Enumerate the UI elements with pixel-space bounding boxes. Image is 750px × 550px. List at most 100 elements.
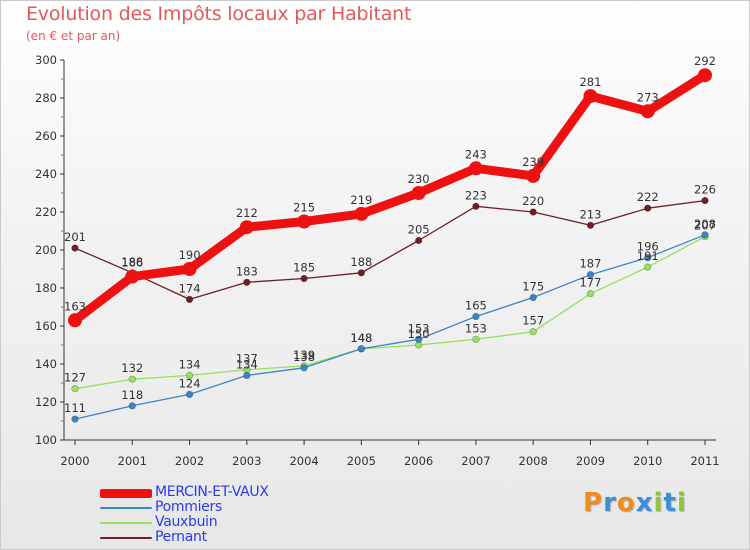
logo-letter: o	[616, 488, 636, 518]
series-line-pommiers	[74, 234, 706, 420]
y-tick-label: 260	[35, 129, 57, 143]
series-line-mercin-et-vaux	[70, 70, 710, 325]
data-point-pommiers	[529, 293, 537, 302]
legend-label: Pernant	[155, 529, 207, 545]
data-label-pernant: 188	[350, 255, 372, 269]
data-label-pommiers: 208	[694, 217, 716, 231]
data-point-pernant	[586, 221, 595, 229]
data-label-vauxbuin: 157	[522, 314, 544, 328]
data-label-vauxbuin: 150	[408, 327, 430, 341]
data-point-vauxbuin	[128, 375, 136, 383]
y-tick-label: 120	[35, 395, 57, 409]
data-label-pernant: 201	[64, 230, 86, 244]
legend-swatch	[100, 537, 152, 539]
data-label-mercin-et-vaux: 292	[694, 54, 716, 68]
y-tick-label: 220	[35, 205, 57, 219]
data-label-mercin-et-vaux: 230	[408, 172, 430, 186]
logo-letter: t	[663, 488, 677, 518]
y-tick-label: 180	[35, 281, 57, 295]
y-tick-label: 200	[35, 243, 57, 257]
x-tick-label: 2007	[461, 454, 490, 468]
data-label-mercin-et-vaux: 219	[350, 193, 372, 207]
x-tick-label: 2011	[690, 454, 719, 468]
y-tick-label: 240	[35, 167, 57, 181]
data-point-mercin-et-vaux	[526, 168, 541, 183]
data-labels-group: 201 188 174 183 185 188 205 223 220 213 222 226 127 1…	[64, 54, 716, 415]
data-point-pommiers	[128, 402, 136, 410]
logo-letter: x	[635, 488, 654, 518]
logo-letter: P	[583, 488, 604, 518]
data-label-pommiers: 153	[408, 321, 430, 335]
logo-letter: i	[676, 488, 687, 518]
data-label-vauxbuin: 132	[121, 361, 143, 375]
data-label-vauxbuin: 148	[350, 331, 372, 345]
legend-swatch	[100, 522, 152, 524]
data-point-pommiers	[415, 335, 423, 343]
data-label-pommiers: 111	[64, 401, 86, 415]
data-point-vauxbuin	[472, 335, 480, 343]
data-point-pernant	[300, 274, 308, 283]
data-label-pommiers: 148	[350, 331, 372, 345]
data-label-vauxbuin: 139	[293, 348, 315, 362]
data-label-mercin-et-vaux: 281	[579, 75, 601, 89]
legend-label: Vauxbuin	[155, 514, 218, 530]
x-tick-label: 2001	[118, 454, 147, 468]
legend-label: Pommiers	[155, 499, 222, 515]
data-point-vauxbuin	[586, 290, 595, 298]
data-point-pernant	[701, 197, 709, 205]
data-label-vauxbuin: 191	[637, 249, 659, 263]
data-point-pernant	[185, 295, 194, 304]
x-tick-label: 2004	[289, 454, 318, 468]
y-tick-label: 100	[35, 433, 57, 447]
data-point-pernant	[644, 204, 652, 212]
data-point-pernant	[71, 244, 79, 252]
data-point-mercin-et-vaux	[239, 220, 254, 235]
data-point-vauxbuin	[644, 263, 652, 271]
data-label-mercin-et-vaux: 273	[637, 90, 659, 104]
data-label-pernant: 222	[637, 190, 659, 204]
data-point-pommiers	[586, 271, 595, 279]
legend-label: MERCIN-ET-VAUX	[155, 484, 269, 500]
data-label-pommiers: 196	[637, 240, 659, 254]
x-tick-label: 2008	[519, 454, 548, 468]
data-point-pommiers	[300, 364, 308, 372]
data-point-mercin-et-vaux	[698, 68, 712, 83]
data-label-pommiers: 187	[579, 257, 601, 271]
data-point-mercin-et-vaux	[640, 104, 655, 119]
chart-subtitle: (en € et par an)	[26, 29, 121, 43]
data-point-pommiers	[701, 231, 709, 239]
axes: 100 120 140 160 180 200 220 240 260 280 300 2000 200…	[35, 53, 720, 468]
data-label-pernant: 183	[236, 264, 258, 278]
x-tick-label: 2009	[576, 454, 605, 468]
data-point-vauxbuin	[185, 371, 194, 380]
data-label-vauxbuin: 177	[579, 276, 601, 290]
data-label-pernant: 226	[694, 183, 716, 197]
series-line-pernant	[74, 199, 706, 301]
data-point-pommiers	[71, 415, 79, 423]
y-tick-label: 300	[35, 53, 57, 67]
x-tick-label: 2005	[347, 454, 376, 468]
data-point-mercin-et-vaux	[411, 186, 426, 200]
series-group	[68, 68, 712, 423]
logo-letter: i	[653, 488, 664, 518]
proxiti-logo: Proxiti	[583, 488, 687, 518]
data-label-pommiers: 134	[236, 357, 258, 371]
data-point-mercin-et-vaux	[125, 269, 140, 284]
y-tick-label: 160	[35, 319, 57, 333]
data-label-mercin-et-vaux: 163	[64, 299, 86, 313]
data-point-vauxbuin	[71, 385, 79, 393]
data-label-vauxbuin: 137	[236, 352, 258, 366]
data-point-pommiers	[185, 390, 194, 399]
data-label-mercin-et-vaux: 239	[522, 155, 544, 169]
y-tick-label: 280	[35, 91, 57, 105]
data-label-pernant: 223	[465, 188, 487, 202]
data-point-pommiers	[644, 254, 652, 262]
data-point-mercin-et-vaux	[68, 313, 82, 328]
data-point-vauxbuin	[529, 328, 537, 336]
data-label-mercin-et-vaux: 243	[465, 147, 487, 161]
data-label-pommiers: 175	[522, 280, 544, 294]
chart-title: Evolution des Impôts locaux par Habitant	[26, 3, 412, 25]
data-label-pernant: 174	[179, 281, 201, 295]
series-line-vauxbuin	[74, 236, 706, 390]
data-label-mercin-et-vaux: 190	[179, 248, 201, 262]
